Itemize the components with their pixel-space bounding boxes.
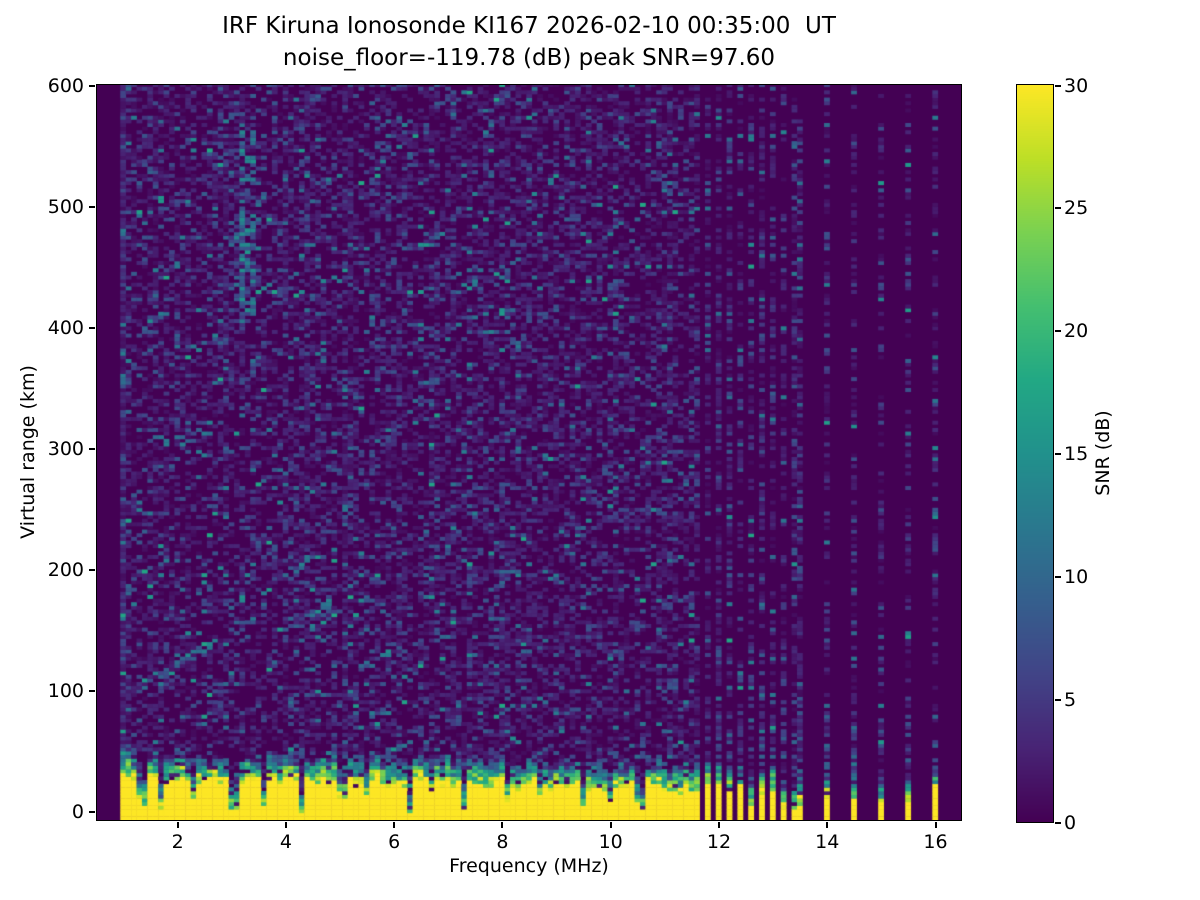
x-tick-label: 6 — [388, 831, 401, 853]
colorbar-tick-mark — [1055, 330, 1061, 333]
x-tick-mark — [609, 822, 612, 828]
colorbar-tick-label: 20 — [1064, 320, 1089, 343]
x-tick-label: 16 — [923, 831, 948, 853]
colorbar — [1016, 84, 1054, 823]
x-tick-mark — [826, 822, 829, 828]
colorbar-tick-mark — [1055, 207, 1061, 210]
x-tick-label: 4 — [279, 831, 292, 853]
colorbar-tick-mark — [1055, 575, 1061, 578]
y-tick-label: 100 — [47, 679, 84, 702]
heatmap-canvas — [97, 85, 961, 820]
plot-area — [96, 84, 962, 821]
colorbar-tick-label: 15 — [1064, 443, 1089, 465]
x-tick-mark — [501, 822, 504, 828]
y-tick-label: 500 — [47, 195, 84, 218]
y-tick-label: 300 — [47, 437, 84, 460]
colorbar-tick-mark — [1055, 453, 1061, 455]
y-tick-label: 600 — [47, 74, 84, 97]
x-tick-mark — [717, 822, 720, 828]
colorbar-tick-label: 5 — [1064, 688, 1077, 711]
colorbar-tick-label: 25 — [1064, 197, 1089, 220]
x-tick-label: 10 — [598, 831, 623, 853]
colorbar-canvas — [1017, 85, 1053, 822]
y-tick-label: 200 — [47, 558, 84, 581]
y-tick-mark — [89, 810, 95, 813]
colorbar-tick-label: 10 — [1064, 565, 1089, 588]
colorbar-tick-mark — [1055, 698, 1061, 701]
y-tick-mark — [89, 326, 95, 329]
colorbar-tick-mark — [1055, 821, 1061, 824]
y-tick-mark — [89, 447, 95, 450]
colorbar-tick-mark — [1055, 84, 1061, 87]
y-tick-mark — [89, 84, 95, 87]
chart-title-line2: noise_floor=-119.78 (dB) peak SNR=97.60 — [282, 45, 776, 71]
x-axis-label: Frequency (MHz) — [449, 855, 609, 877]
chart-title-line1: IRF Kiruna Ionosonde KI167 2026-02-10 00… — [222, 13, 836, 39]
x-tick-mark — [393, 822, 396, 828]
chart-title: IRF Kiruna Ionosonde KI167 2026-02-10 00… — [96, 10, 962, 74]
x-tick-label: 14 — [815, 831, 840, 853]
colorbar-tick-label: 0 — [1064, 811, 1077, 834]
y-tick-mark — [89, 689, 95, 692]
y-tick-mark — [89, 568, 95, 571]
x-tick-label: 12 — [706, 831, 732, 853]
y-tick-label: 0 — [71, 800, 84, 823]
x-tick-label: 2 — [171, 831, 184, 853]
x-tick-mark — [176, 822, 179, 828]
x-tick-label: 8 — [496, 831, 509, 853]
y-tick-mark — [89, 205, 95, 208]
x-tick-mark — [284, 822, 287, 828]
x-tick-mark — [934, 822, 937, 828]
colorbar-tick-label: 30 — [1064, 74, 1089, 97]
y-tick-label: 400 — [47, 316, 84, 339]
